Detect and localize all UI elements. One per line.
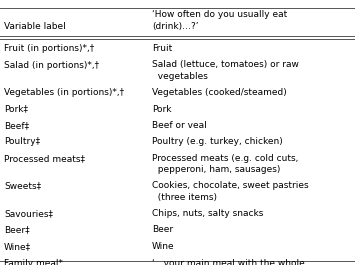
Text: Beer‡: Beer‡ bbox=[4, 226, 29, 235]
Text: Beef or veal: Beef or veal bbox=[152, 121, 207, 130]
Text: Poultry (e.g. turkey, chicken): Poultry (e.g. turkey, chicken) bbox=[152, 138, 283, 147]
Text: Family meal*: Family meal* bbox=[4, 258, 63, 265]
Text: Beef‡: Beef‡ bbox=[4, 121, 29, 130]
Text: Pork: Pork bbox=[152, 104, 171, 113]
Text: Wine‡: Wine‡ bbox=[4, 242, 31, 251]
Text: ‘How often do you usually eat
(drink)…?’: ‘How often do you usually eat (drink)…?’ bbox=[152, 10, 287, 31]
Text: Salad (lettuce, tomatoes) or raw
  vegetables: Salad (lettuce, tomatoes) or raw vegetab… bbox=[152, 60, 299, 81]
Text: Savouries‡: Savouries‡ bbox=[4, 209, 53, 218]
Text: Pork‡: Pork‡ bbox=[4, 104, 28, 113]
Text: Chips, nuts, salty snacks: Chips, nuts, salty snacks bbox=[152, 209, 263, 218]
Text: Salad (in portions)*,†: Salad (in portions)*,† bbox=[4, 60, 99, 69]
Text: Processed meats‡: Processed meats‡ bbox=[4, 154, 85, 163]
Text: Wine: Wine bbox=[152, 242, 175, 251]
Text: Vegetables (in portions)*,†: Vegetables (in portions)*,† bbox=[4, 88, 124, 97]
Text: Fruit: Fruit bbox=[152, 44, 172, 53]
Text: Fruit (in portions)*,†: Fruit (in portions)*,† bbox=[4, 44, 94, 53]
Text: Cookies, chocolate, sweet pastries
  (three items): Cookies, chocolate, sweet pastries (thre… bbox=[152, 182, 308, 202]
Text: Beer: Beer bbox=[152, 226, 173, 235]
Text: Sweets‡: Sweets‡ bbox=[4, 182, 41, 191]
Text: ‘…your main meal with the whole
  family?’: ‘…your main meal with the whole family?’ bbox=[152, 258, 305, 265]
Text: Vegetables (cooked/steamed): Vegetables (cooked/steamed) bbox=[152, 88, 287, 97]
Text: Poultry‡: Poultry‡ bbox=[4, 138, 40, 147]
Text: Variable label: Variable label bbox=[4, 22, 66, 31]
Text: Processed meats (e.g. cold cuts,
  pepperoni, ham, sausages): Processed meats (e.g. cold cuts, peppero… bbox=[152, 154, 298, 174]
